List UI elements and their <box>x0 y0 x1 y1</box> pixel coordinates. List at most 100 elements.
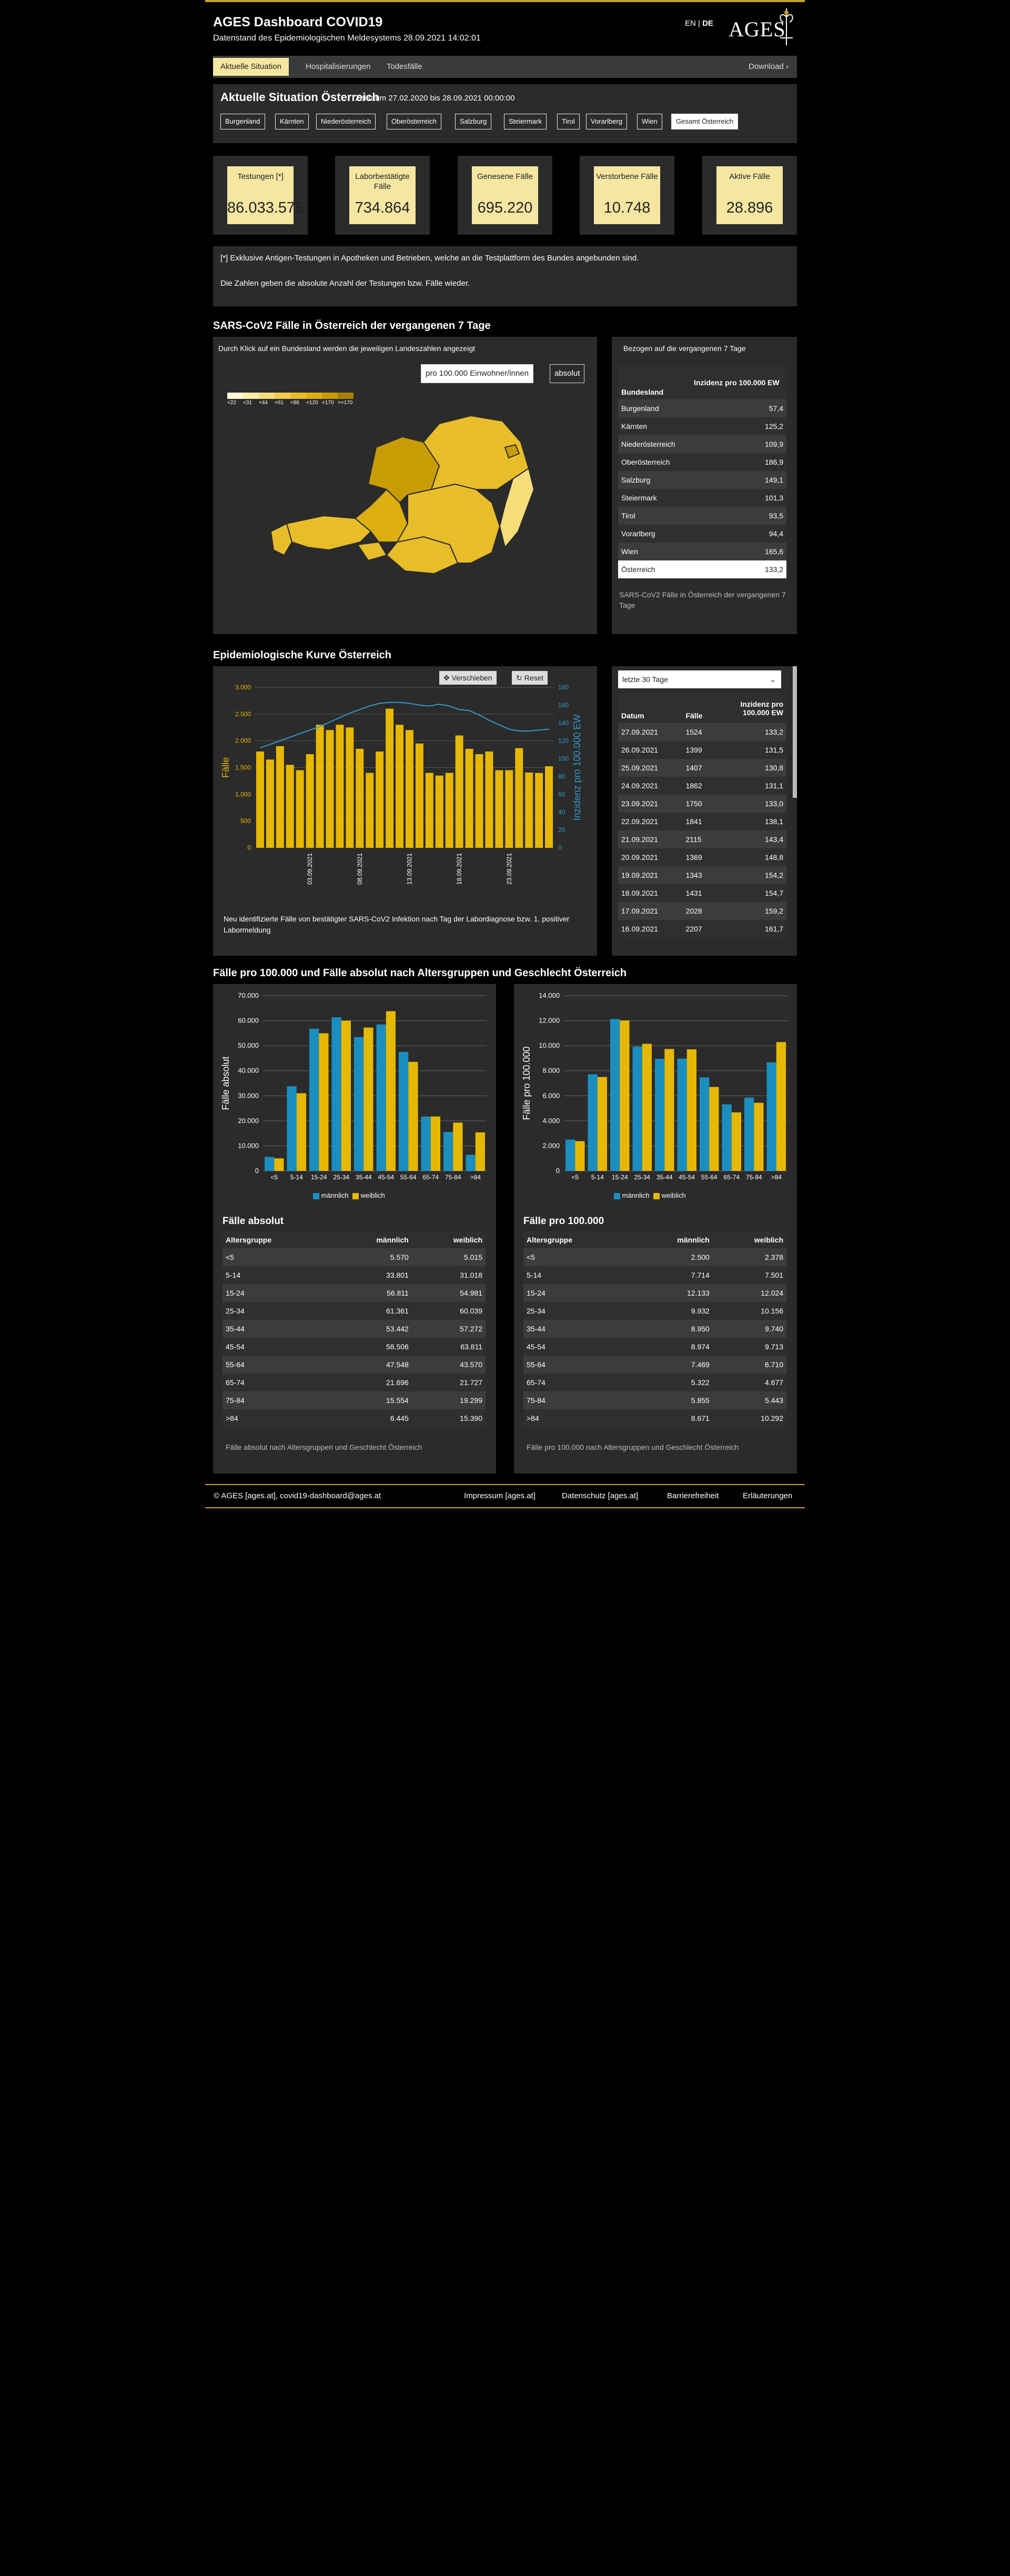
bar[interactable] <box>515 748 523 848</box>
bar-male[interactable] <box>443 1132 453 1171</box>
bar[interactable] <box>525 772 533 848</box>
bar[interactable] <box>415 743 423 848</box>
footer-link-datenschutz[interactable]: Datenschutz [ages.at] <box>562 1491 639 1500</box>
bar-female[interactable] <box>363 1027 373 1171</box>
state-button-vorarlberg[interactable]: Vorarlberg <box>586 114 627 129</box>
tab-aktuelle-situation[interactable]: Aktuelle Situation <box>213 58 289 76</box>
map-vorarlberg[interactable] <box>270 523 293 556</box>
bar[interactable] <box>495 770 503 848</box>
map-burgenland[interactable] <box>499 467 535 549</box>
bar[interactable] <box>286 765 294 848</box>
state-button-oberoesterreich[interactable]: Oberösterreich <box>387 114 441 129</box>
bar-male[interactable] <box>399 1051 409 1171</box>
state-button-steiermark[interactable]: Steiermark <box>504 114 547 129</box>
state-button-burgenland[interactable]: Burgenland <box>220 114 265 129</box>
bar-female[interactable] <box>575 1141 585 1171</box>
bar-male[interactable] <box>655 1059 665 1171</box>
bar[interactable] <box>435 775 443 848</box>
bar[interactable] <box>425 773 433 848</box>
bar-female[interactable] <box>776 1042 786 1171</box>
bar[interactable] <box>266 759 274 848</box>
bar[interactable] <box>455 735 463 848</box>
bar-female[interactable] <box>430 1116 440 1171</box>
bar[interactable] <box>485 751 493 848</box>
tab-hospitalisierungen[interactable]: Hospitalisierungen <box>306 62 371 71</box>
bar[interactable] <box>396 725 403 848</box>
bar-female[interactable] <box>754 1102 764 1171</box>
table-row[interactable]: Österreich 133,2 <box>618 560 786 578</box>
scrollbar[interactable] <box>793 666 797 798</box>
tab-todesfaelle[interactable]: Todesfälle <box>387 62 422 71</box>
bar-male[interactable] <box>700 1077 710 1171</box>
bar-female[interactable] <box>731 1112 741 1171</box>
bar-male[interactable] <box>466 1155 476 1171</box>
bar-male[interactable] <box>632 1046 642 1171</box>
bar[interactable] <box>376 751 384 848</box>
bar[interactable] <box>306 754 314 848</box>
table-row[interactable]: Oberösterreich 186,9 <box>618 453 786 471</box>
table-row[interactable]: Wien 165,6 <box>618 543 786 560</box>
bar-female[interactable] <box>475 1132 485 1171</box>
bar-female[interactable] <box>664 1049 674 1171</box>
bar-female[interactable] <box>709 1087 719 1171</box>
state-button-gesamt[interactable]: Gesamt Österreich <box>671 114 739 129</box>
bar-female[interactable] <box>686 1049 696 1171</box>
bar-male[interactable] <box>744 1097 754 1171</box>
bar[interactable] <box>445 773 453 848</box>
bar-male[interactable] <box>287 1086 297 1171</box>
bar-female[interactable] <box>597 1077 607 1171</box>
bar-female[interactable] <box>319 1033 329 1171</box>
ages-logo[interactable]: AGES <box>729 6 798 47</box>
absolute-toggle[interactable]: absolut <box>550 364 585 383</box>
bar[interactable] <box>276 746 284 848</box>
bar[interactable] <box>256 751 264 848</box>
table-row[interactable]: Salzburg 149,1 <box>618 471 786 489</box>
bar[interactable] <box>346 727 354 848</box>
bar-male[interactable] <box>565 1139 575 1171</box>
table-row[interactable]: Steiermark 101,3 <box>618 489 786 507</box>
pan-button[interactable]: ✥ Verschieben <box>439 671 497 685</box>
state-button-kaernten[interactable]: Kärnten <box>275 114 309 129</box>
state-button-wien[interactable]: Wien <box>637 114 662 129</box>
bar-female[interactable] <box>620 1020 630 1171</box>
bar[interactable] <box>475 754 483 848</box>
state-button-salzburg[interactable]: Salzburg <box>455 114 492 129</box>
bar-male[interactable] <box>376 1024 386 1171</box>
table-row[interactable]: Tirol 93,5 <box>618 507 786 525</box>
bar-female[interactable] <box>453 1122 463 1171</box>
bar-female[interactable] <box>296 1093 306 1171</box>
bar[interactable] <box>545 766 553 848</box>
footer-link-barrierefreiheit[interactable]: Barrierefreiheit <box>667 1491 719 1500</box>
bar[interactable] <box>535 773 543 848</box>
bar-female[interactable] <box>386 1011 396 1171</box>
lang-de-link[interactable]: DE <box>702 19 713 28</box>
bar[interactable] <box>406 730 413 848</box>
table-row[interactable]: Kärnten 125,2 <box>618 417 786 435</box>
footer-link-impressum[interactable]: Impressum [ages.at] <box>464 1491 536 1500</box>
table-row[interactable]: Niederösterreich 109,9 <box>618 435 786 453</box>
bar-male[interactable] <box>421 1116 431 1171</box>
bar[interactable] <box>465 748 473 848</box>
bar[interactable] <box>316 725 324 848</box>
footer-link-erlaeuterungen[interactable]: Erläuterungen <box>743 1491 793 1500</box>
bar-male[interactable] <box>309 1028 319 1171</box>
bar-male[interactable] <box>265 1157 275 1171</box>
lang-en-link[interactable]: EN <box>685 19 696 28</box>
bar[interactable] <box>366 773 374 848</box>
bar-female[interactable] <box>408 1061 418 1171</box>
download-link[interactable]: Download › <box>749 62 789 71</box>
bar-male[interactable] <box>610 1019 620 1171</box>
bar[interactable] <box>356 748 364 848</box>
bar[interactable] <box>505 770 513 848</box>
bar[interactable] <box>326 730 334 848</box>
table-row[interactable]: Vorarlberg 94,4 <box>618 525 786 543</box>
bar[interactable] <box>296 770 304 848</box>
bar-female[interactable] <box>642 1044 652 1171</box>
bar-female[interactable] <box>341 1020 351 1171</box>
bar-male[interactable] <box>677 1058 687 1171</box>
bar[interactable] <box>386 708 394 848</box>
state-button-niederoesterreich[interactable]: Niederösterreich <box>316 114 376 129</box>
bar-female[interactable] <box>274 1158 284 1171</box>
bar-male[interactable] <box>588 1074 598 1171</box>
period-select[interactable]: letzte 30 Tage ⌄ <box>618 670 781 688</box>
